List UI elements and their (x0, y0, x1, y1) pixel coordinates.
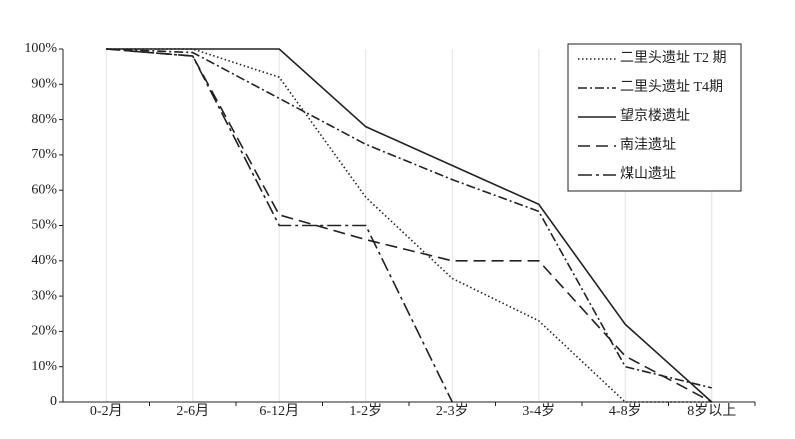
series-line (106, 48, 453, 403)
legend-label: 煤山遗址 (620, 166, 676, 182)
series-line (106, 48, 713, 403)
x-tick-label: 4-8岁 (609, 403, 642, 419)
x-tick-label: 0-2月 (90, 403, 123, 419)
y-tick-label: 60% (31, 182, 57, 197)
y-tick-label: 100% (24, 41, 57, 56)
x-tick-label: 8岁以上 (687, 403, 736, 419)
x-tick-label: 6-12月 (259, 403, 299, 419)
legend-label: 望京楼遗址 (620, 108, 690, 124)
y-tick-label: 50% (31, 218, 57, 233)
x-tick-label: 2-3岁 (436, 403, 469, 419)
y-tick-label: 10% (31, 359, 57, 374)
legend-label: 南洼遗址 (620, 137, 676, 153)
legend-label: 二里头遗址 T2 期 (620, 50, 727, 66)
y-tick-label: 80% (31, 112, 57, 127)
legend-label: 二里头遗址 T4期 (620, 79, 723, 95)
y-tick-label: 40% (31, 253, 57, 268)
y-tick-label: 20% (31, 324, 57, 339)
x-tick-label: 3-4岁 (522, 403, 555, 419)
y-tick-label: 70% (31, 147, 57, 162)
x-tick-label: 1-2岁 (349, 403, 382, 419)
y-tick-label: 30% (31, 288, 57, 303)
y-tick-label: 0 (50, 394, 57, 409)
y-tick-label: 90% (31, 77, 57, 92)
series-line (106, 48, 712, 403)
x-tick-label: 2-6月 (176, 403, 209, 419)
series-line (106, 48, 713, 403)
